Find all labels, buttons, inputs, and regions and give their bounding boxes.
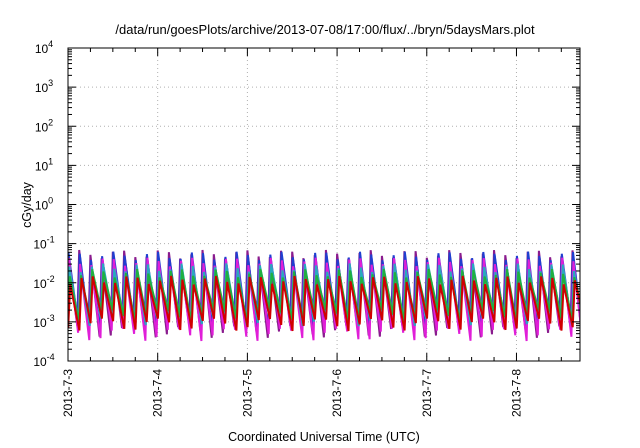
x-tick-label: 2013-7-8	[509, 369, 523, 417]
y-tick-label: 10-1	[33, 235, 54, 252]
y-tick-label: 10-4	[33, 352, 54, 369]
y-tick-label: 103	[35, 78, 53, 95]
y-tick-labels: 10-4 10-3 10-2 10-1 100 101 102 103 104	[33, 39, 54, 369]
y-axis-label: cGy/day	[20, 181, 34, 228]
y-tick-label: 101	[35, 156, 53, 173]
x-tick-label: 2013-7-3	[61, 369, 75, 417]
y-tick-label: 10-2	[33, 274, 54, 291]
y-tick-label: 10-3	[33, 313, 54, 330]
data-series	[68, 249, 580, 342]
x-tick-labels: 2013-7-3 2013-7-4 2013-7-5 2013-7-6 2013-7-7…	[61, 369, 523, 417]
y-tick-label: 100	[35, 196, 53, 213]
x-axis-label: Coordinated Universal Time (UTC)	[228, 430, 420, 444]
x-tick-label: 2013-7-4	[151, 369, 165, 417]
series-line	[68, 275, 580, 332]
chart-title: /data/run/goesPlots/archive/2013-07-08/1…	[115, 22, 535, 37]
axis-ticks	[67, 47, 580, 362]
x-tick-label: 2013-7-7	[420, 369, 434, 417]
y-tick-label: 104	[35, 39, 53, 56]
y-tick-label: 102	[35, 117, 53, 134]
x-tick-label: 2013-7-5	[240, 369, 254, 417]
x-tick-label: 2013-7-6	[330, 369, 344, 417]
